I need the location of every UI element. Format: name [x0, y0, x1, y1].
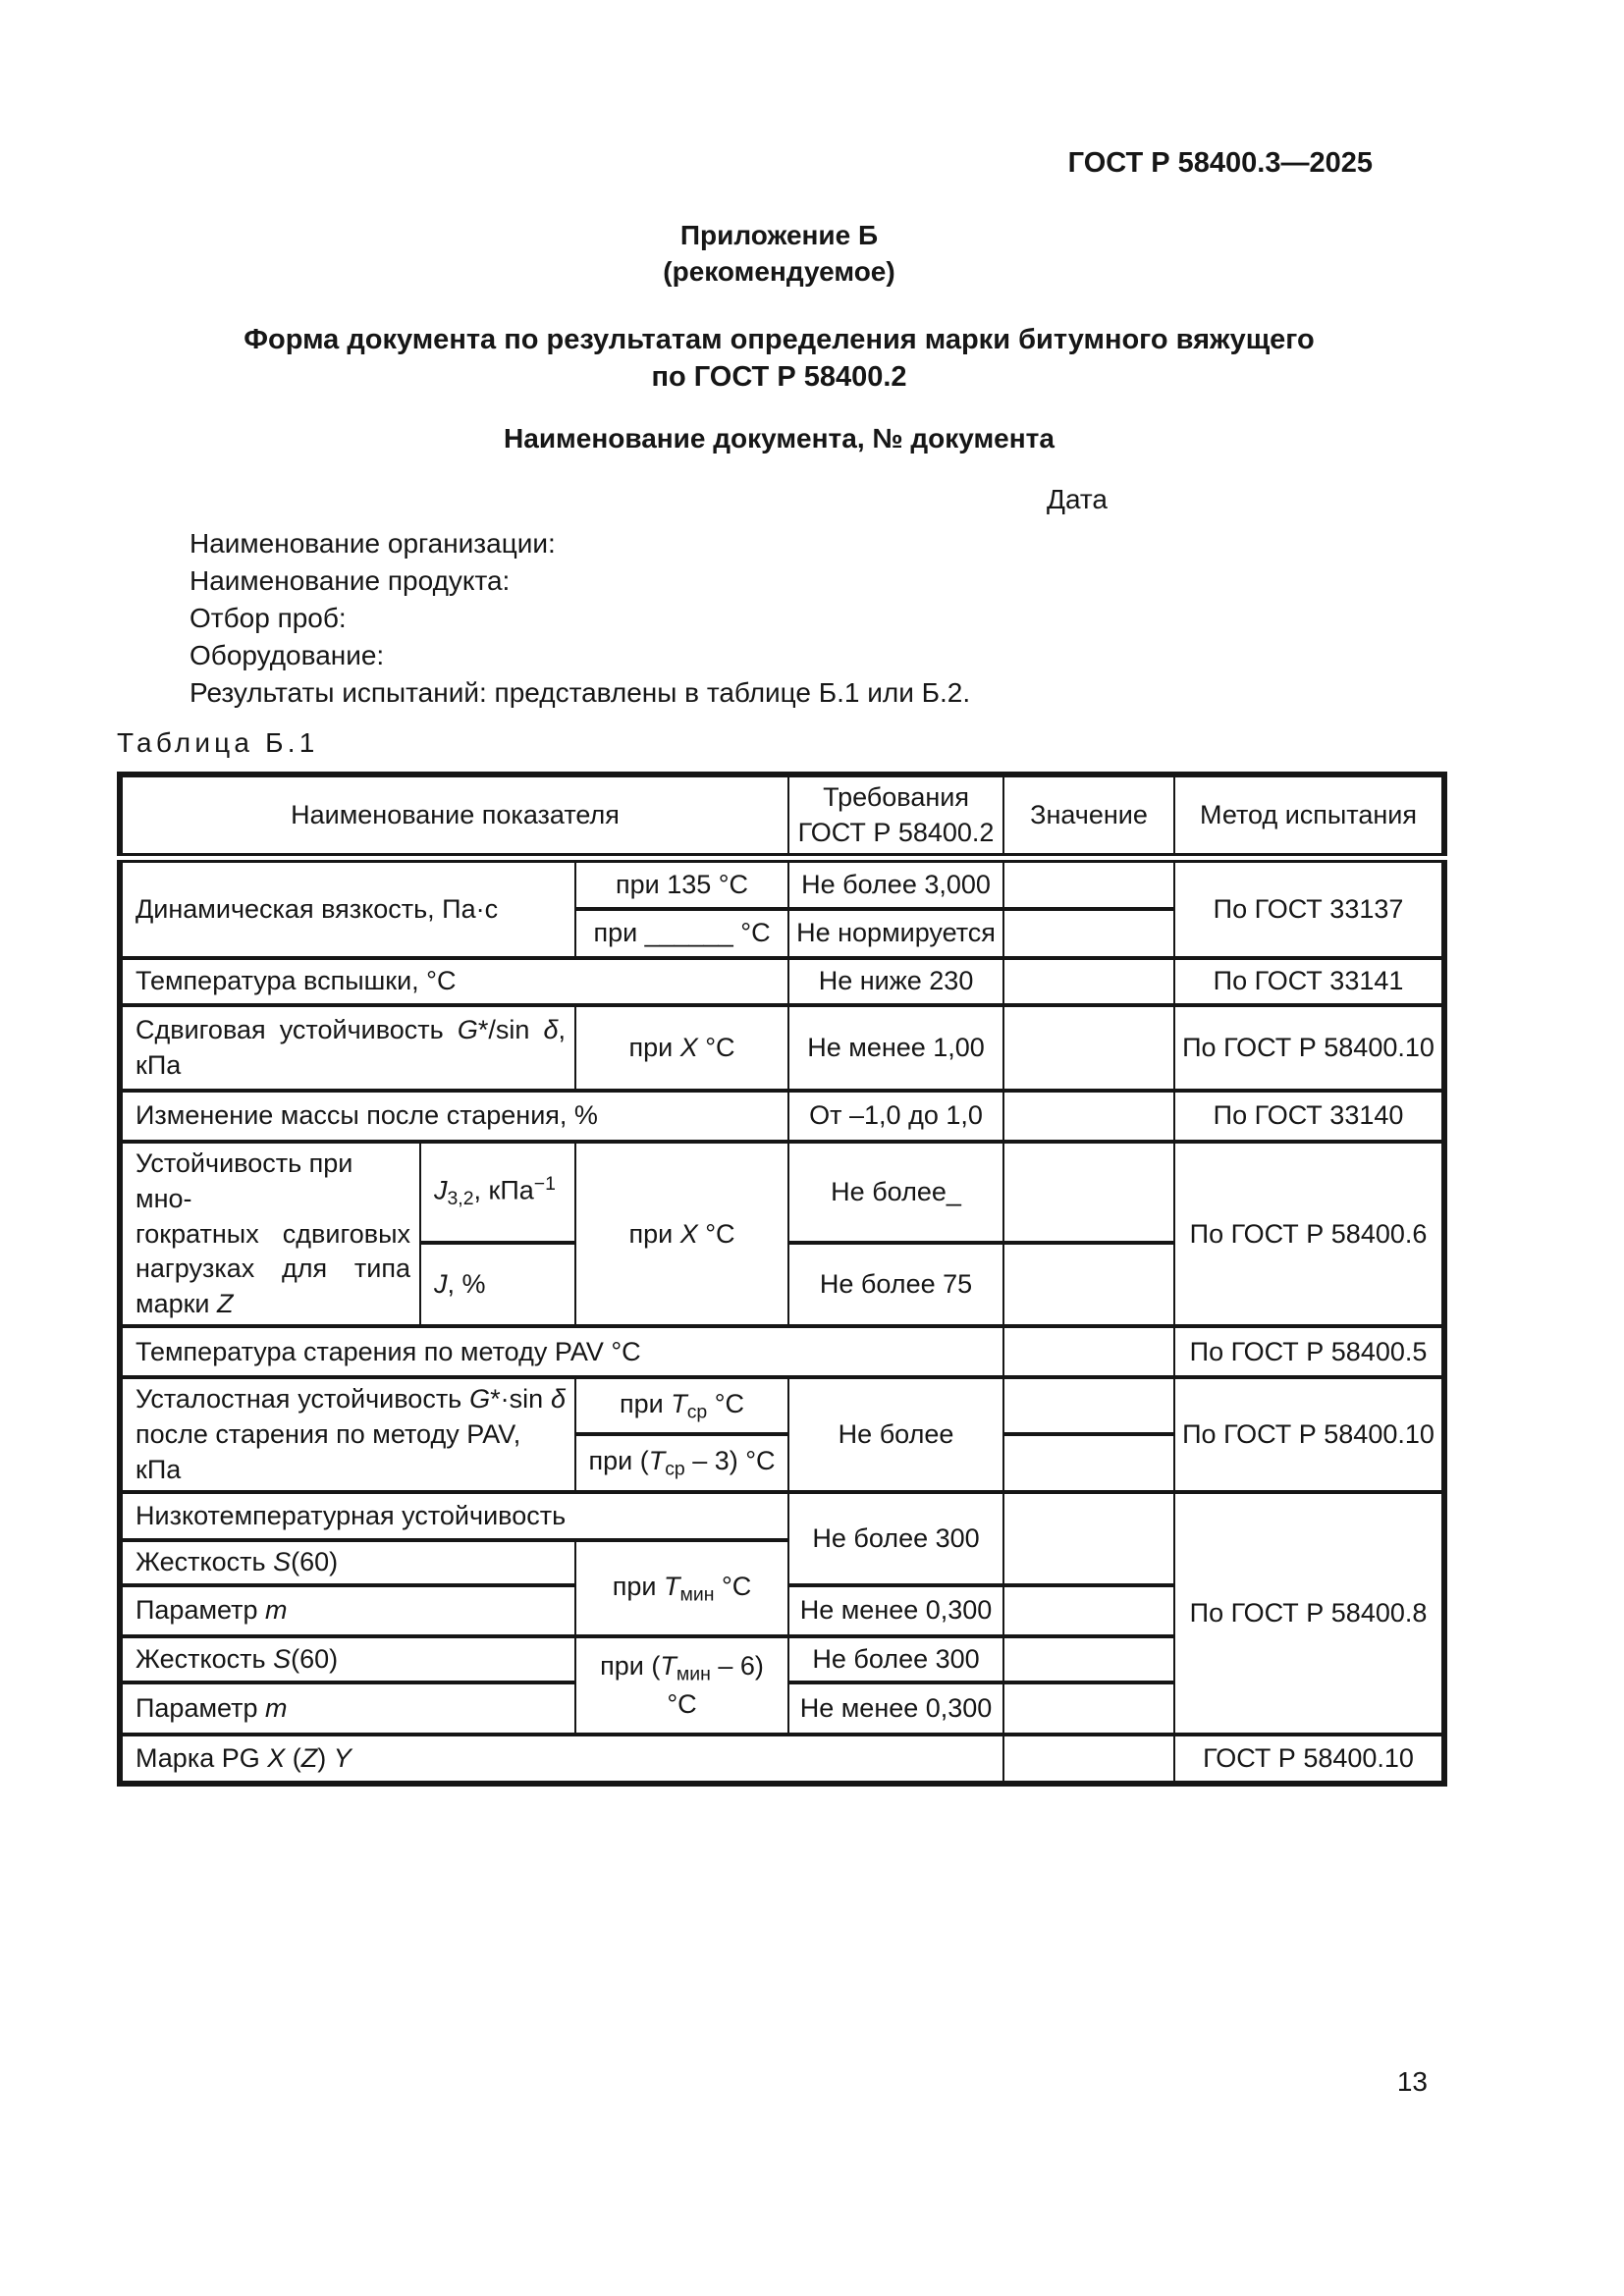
cell-r9-name: Жесткость S(60)	[119, 1538, 576, 1588]
cell-r8-value	[1002, 1490, 1176, 1588]
cell-r1a-condition: при 135 °С	[573, 856, 790, 912]
cell-r1b-value	[1002, 907, 1176, 961]
cell-r11-requirement: Не более 300	[787, 1634, 1005, 1685]
cell-r7a-value	[1002, 1375, 1176, 1437]
table-row: Жесткость S(60) при Tмин °С	[119, 1538, 1444, 1639]
col-header-method: Метод испытания	[1173, 772, 1446, 864]
table-row: Температура вспышки, °С Не ниже 230 По Г…	[118, 956, 1446, 1008]
cell-r4-requirement: От –1,0 до 1,0	[787, 1089, 1005, 1145]
field-equipment: Оборудование:	[189, 640, 385, 670]
appendix-label: Приложение Б	[679, 220, 879, 250]
cell-r7a-condition: при Tср °С	[573, 1375, 790, 1437]
cell-r5-name: Устойчивость при мно-гократных сдвиговых…	[119, 1140, 421, 1329]
cell-r4-name: Изменение массы после старения, %	[118, 1089, 790, 1145]
cell-r6-value	[1002, 1324, 1176, 1380]
table-row: Температура старения по методу PAV °С По…	[118, 1324, 1446, 1380]
cell-r1a-value	[1002, 856, 1176, 912]
col-header-value: Значение	[1002, 772, 1176, 864]
table-row: Параметр m Не менее 0,300	[119, 1583, 1444, 1639]
col-header-requirement: Требования ГОСТ Р 58400.2	[787, 772, 1005, 864]
table-row: Устойчивость при мно-гократных сдвиговых…	[119, 1140, 1446, 1329]
cell-r13-name: Марка PG X (Z) Y	[118, 1733, 1005, 1787]
table-row: Марка PG X (Z) Y ГОСТ Р 58400.10	[118, 1733, 1446, 1787]
cell-r3-method: По ГОСТ Р 58400.10	[1173, 1003, 1446, 1094]
table-row: Сдвиговая устойчивость G*/sin δ, кПа при …	[119, 1003, 1446, 1094]
table-row: Изменение массы после старения, % От –1,…	[118, 1089, 1446, 1145]
cell-r5a-value	[1002, 1140, 1176, 1246]
cell-r3-condition: при X °С	[573, 1003, 790, 1094]
table-row: при ______ °С Не нормируется	[120, 907, 1444, 961]
cell-r5b-value	[1002, 1241, 1176, 1329]
cell-r3-name: Сдвиговая устойчивость G*/sin δ, кПа	[119, 1003, 576, 1094]
cell-r5a-requirement: Не более_	[787, 1140, 1005, 1246]
cell-r2-value	[1002, 956, 1176, 1008]
appendix-kind: (рекомендуемое)	[663, 256, 895, 287]
col-header-name: Наименование показателя	[118, 772, 790, 864]
cell-r13-value	[1002, 1733, 1176, 1787]
cell-r5-method: По ГОСТ Р 58400.6	[1173, 1140, 1446, 1329]
cell-r10-value	[1002, 1583, 1176, 1639]
cell-r11-value	[1002, 1634, 1176, 1685]
cell-r2-requirement: Не ниже 230	[787, 956, 1005, 1008]
cell-r10-requirement: Не менее 0,300	[787, 1583, 1005, 1639]
cell-r8-method: По ГОСТ Р 58400.8	[1173, 1490, 1446, 1737]
cell-r8-name: Низкотемпературная устойчивость	[118, 1490, 790, 1543]
cell-r11-condition: при (Tмин – 6) °С	[573, 1634, 790, 1737]
appendix-title: Форма документа по результатам определен…	[244, 324, 1315, 393]
field-results: Результаты испытаний: представлены в таб…	[189, 677, 971, 708]
cell-r1a-requirement: Не более 3,000	[787, 856, 1005, 912]
cell-r1b-condition: при ______ °С	[573, 907, 790, 961]
cell-r7b-condition: при (Tср – 3) °С	[573, 1432, 790, 1495]
date-label: Дата	[1046, 484, 1108, 514]
cell-r12-requirement: Не менее 0,300	[787, 1681, 1005, 1737]
cell-r7-requirement: Не более	[787, 1375, 1005, 1495]
cell-r6-method: По ГОСТ Р 58400.5	[1173, 1324, 1446, 1380]
table-row: Динамическая вязкость, Па·с при 135 °С Н…	[119, 856, 1446, 961]
cell-r4-method: По ГОСТ 33140	[1173, 1089, 1446, 1145]
table-row: Жесткость S(60) при (Tмин – 6) °С Не бол…	[119, 1634, 1444, 1737]
content-block: ГОСТ Р 58400.3—2025 Приложение Б (рекоме…	[117, 0, 1448, 1788]
form-fields: Наименование организации: Наименование п…	[117, 525, 1441, 712]
table-b1: Наименование показателя Требования ГОСТ …	[117, 772, 1448, 1788]
page-number: 13	[1396, 2066, 1428, 2097]
cell-r5b-parameter: J, %	[419, 1241, 576, 1329]
cell-r6-name: Температура старения по методу PAV °С	[118, 1324, 1005, 1380]
cell-r1-name: Динамическая вязкость, Па·с	[119, 856, 576, 961]
table-row: Низкотемпературная устойчивость Не более…	[118, 1490, 1446, 1737]
cell-r7-method: По ГОСТ Р 58400.10	[1173, 1375, 1446, 1495]
table-row: при (Tср – 3) °С	[120, 1432, 1444, 1495]
field-organization: Наименование организации:	[189, 528, 556, 559]
cell-r5a-parameter: J3,2, кПа−1	[419, 1140, 576, 1246]
table-row: Параметр m Не менее 0,300	[119, 1681, 1444, 1737]
cell-r7-name: Усталостная устойчивость G*·sin δ после с…	[119, 1375, 576, 1495]
cell-r7b-value	[1002, 1432, 1176, 1495]
table-row: Усталостная устойчивость G*·sin δ после с…	[119, 1375, 1446, 1495]
cell-r13-method: ГОСТ Р 58400.10	[1173, 1733, 1446, 1787]
table-caption: Таблица Б.1	[117, 727, 319, 758]
cell-r3-requirement: Не менее 1,00	[787, 1003, 1005, 1094]
cell-r4-value	[1002, 1089, 1176, 1145]
cell-r1-method: По ГОСТ 33137	[1173, 856, 1446, 961]
cell-r3-value	[1002, 1003, 1176, 1094]
cell-r12-value	[1002, 1681, 1176, 1737]
cell-r9-condition: при Tмин °С	[573, 1538, 790, 1639]
table-row: J, % Не более 75	[120, 1241, 1444, 1329]
cell-r8-requirement: Не более 300	[787, 1490, 1005, 1588]
cell-r11-name: Жесткость S(60)	[119, 1634, 576, 1685]
cell-r2-method: По ГОСТ 33141	[1173, 956, 1446, 1008]
cell-r12-name: Параметр m	[119, 1681, 576, 1737]
cell-r2-name: Температура вспышки, °С	[118, 956, 790, 1008]
standard-reference: ГОСТ Р 58400.3—2025	[1067, 147, 1373, 179]
cell-r1b-requirement: Не нормируется	[787, 907, 1005, 961]
document-name-heading: Наименование документа, № документа	[504, 423, 1055, 454]
cell-r10-name: Параметр m	[119, 1583, 576, 1639]
field-product: Наименование продукта:	[189, 565, 511, 596]
cell-r5b-requirement: Не более 75	[787, 1241, 1005, 1329]
cell-r5-condition: при X °С	[573, 1140, 790, 1329]
field-sampling: Отбор проб:	[189, 603, 347, 633]
